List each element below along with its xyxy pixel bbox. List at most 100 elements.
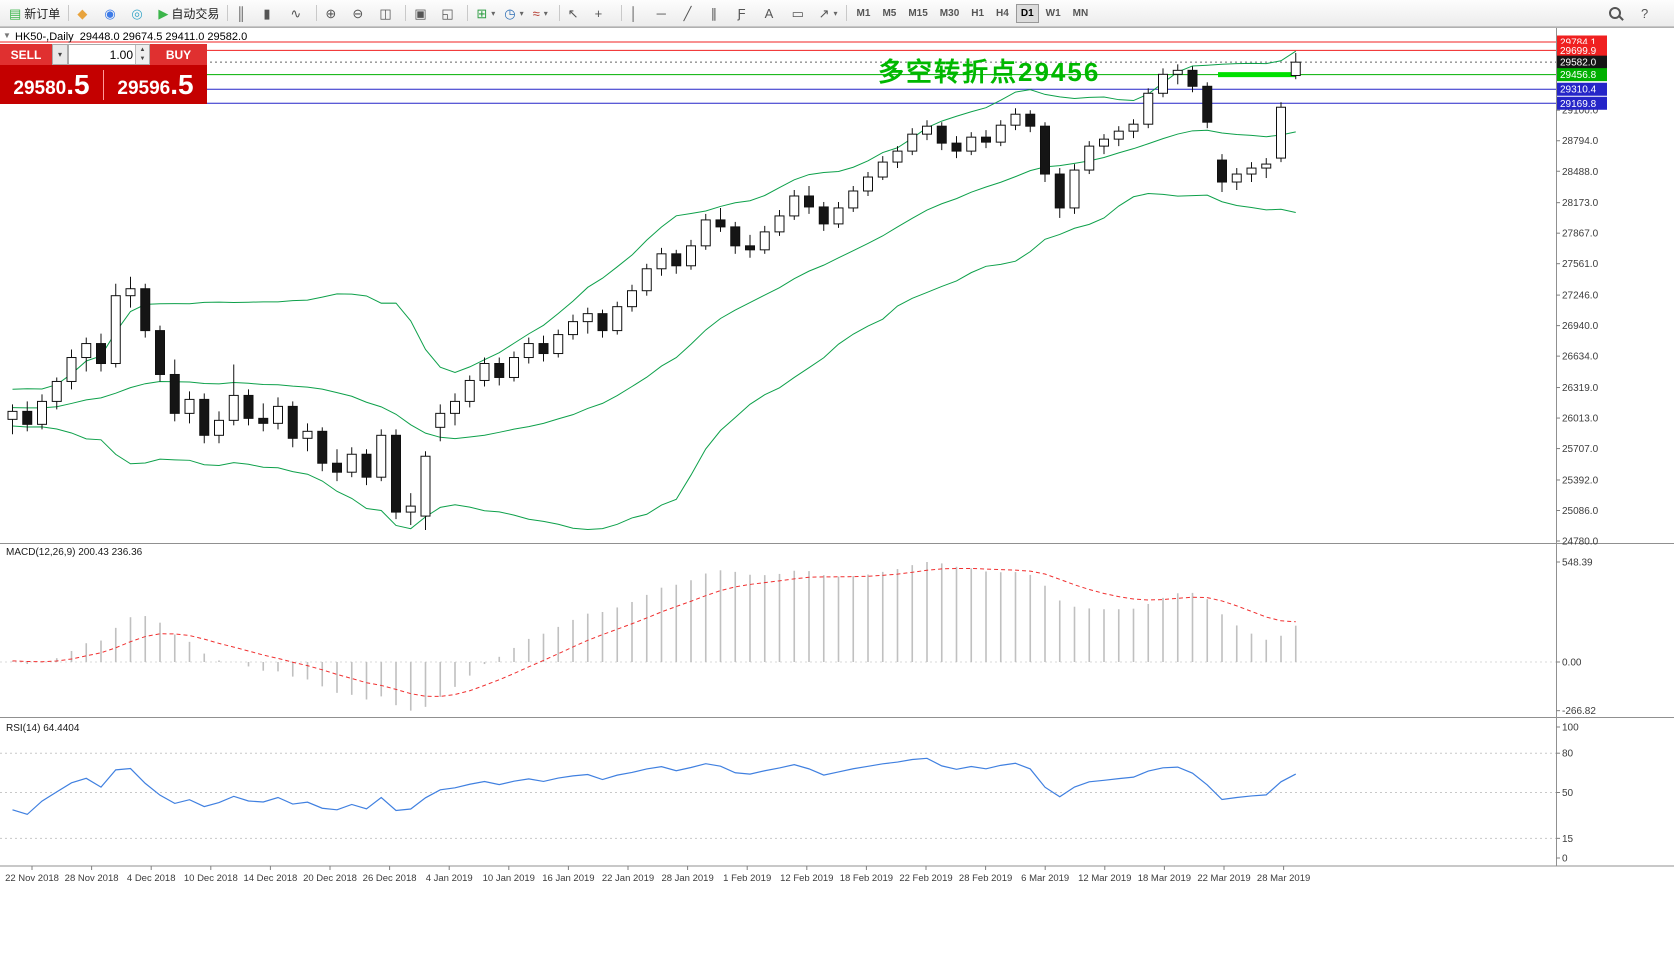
- arrows-button[interactable]: ↗ ▾: [815, 2, 842, 25]
- market-watch-icon: ◉: [104, 5, 116, 21]
- cascade-charts-button[interactable]: ◱: [437, 2, 463, 25]
- zoom-out-button[interactable]: ⊖: [348, 2, 374, 25]
- buy-price[interactable]: 29596 .5: [104, 69, 207, 101]
- svg-text:26634.0: 26634.0: [1562, 352, 1599, 363]
- svg-text:50: 50: [1562, 788, 1574, 799]
- new-chart-button[interactable]: ⊞ ▾: [472, 2, 499, 25]
- line-chart-button[interactable]: ∿: [286, 2, 312, 25]
- candles: [7, 52, 1301, 531]
- fibonacci-icon: Ƒ: [737, 5, 746, 21]
- text-button[interactable]: A: [761, 2, 787, 25]
- trendline-button[interactable]: ╱: [680, 2, 706, 25]
- volume-input[interactable]: [69, 45, 135, 64]
- candlestick-chart-button[interactable]: ▮: [259, 2, 285, 25]
- data-window-button[interactable]: ◎: [127, 2, 153, 25]
- svg-text:27246.0: 27246.0: [1562, 291, 1599, 302]
- main-chart[interactable]: 29100.0 28794.0 28488.0 28173.0 27867.0 27561…: [0, 0, 1674, 900]
- search-button[interactable]: [1605, 2, 1631, 25]
- auto-trading-icon: ▶: [158, 5, 169, 21]
- svg-text:14 Dec 2018: 14 Dec 2018: [243, 873, 297, 884]
- timeframe-m15[interactable]: M15: [908, 7, 928, 19]
- arrange-charts-button[interactable]: ▣: [410, 2, 436, 25]
- cursor-icon: ↖: [567, 5, 579, 21]
- new-chart-icon: ⊞: [476, 5, 488, 21]
- volume-down-icon[interactable]: ▼: [136, 54, 149, 64]
- svg-text:0: 0: [1562, 854, 1568, 865]
- timeframe-group: M1 M5 M15 M30 H1 H4 D1 W1 MN: [851, 3, 1095, 23]
- horizontal-line-icon: ─: [656, 5, 666, 21]
- market-watch-button[interactable]: ◉: [100, 2, 126, 25]
- text-label-icon: ▭: [791, 5, 804, 21]
- buy-button[interactable]: BUY: [150, 44, 207, 65]
- period-icon: ◷: [504, 5, 516, 21]
- svg-text:29100.0: 29100.0: [1562, 106, 1599, 117]
- price-axis: 29100.0 28794.0 28488.0 28173.0 27867.0 27561…: [1556, 35, 1607, 548]
- timeframe-w1[interactable]: W1: [1045, 7, 1061, 19]
- dropdown-arrow-icon[interactable]: ▾: [491, 8, 496, 18]
- timeframe-m5[interactable]: M5: [882, 7, 897, 19]
- timeframe-m1[interactable]: M1: [856, 7, 871, 19]
- svg-text:27561.0: 27561.0: [1562, 259, 1599, 270]
- tile-windows-button[interactable]: ◫: [375, 2, 401, 25]
- svg-text:12 Mar 2019: 12 Mar 2019: [1078, 873, 1131, 884]
- zoom-in-icon: ⊕: [325, 5, 337, 21]
- timeframe-mn[interactable]: MN: [1072, 7, 1089, 19]
- price-divider: [103, 69, 104, 100]
- channel-button[interactable]: ∥: [707, 2, 733, 25]
- zoom-in-button[interactable]: ⊕: [321, 2, 347, 25]
- crosshair-icon: +: [594, 5, 603, 21]
- dropdown-arrow-icon[interactable]: ▾: [543, 8, 548, 18]
- toolbar-separator: [405, 5, 407, 21]
- volume-up-icon[interactable]: ▲: [136, 45, 149, 55]
- timeframe-m30[interactable]: M30: [939, 7, 960, 19]
- svg-text:22 Feb 2019: 22 Feb 2019: [899, 873, 952, 884]
- toolbar-separator: [620, 5, 622, 21]
- indicators-icon: ≈: [532, 5, 540, 21]
- cursor-button[interactable]: ↖: [564, 2, 590, 25]
- channel-icon: ∥: [710, 5, 718, 21]
- sell-price[interactable]: 29580 .5: [0, 69, 103, 101]
- timeframe-h4[interactable]: H4: [996, 7, 1009, 19]
- macd-indicator-label: MACD(12,26,9) 200.43 236.36: [6, 547, 143, 558]
- horizontal-line-button[interactable]: ─: [653, 2, 679, 25]
- svg-text:1 Feb 2019: 1 Feb 2019: [723, 873, 771, 884]
- new-order-button[interactable]: ▤ 新订单: [5, 2, 64, 25]
- auto-trading-button[interactable]: ▶ 自动交易: [154, 2, 223, 25]
- help-button[interactable]: ?: [1637, 2, 1663, 25]
- fibonacci-button[interactable]: Ƒ: [734, 2, 760, 25]
- svg-text:10 Jan 2019: 10 Jan 2019: [483, 873, 535, 884]
- bar-chart-button[interactable]: ║: [232, 2, 258, 25]
- svg-text:28 Mar 2019: 28 Mar 2019: [1257, 873, 1310, 884]
- timeframe-d1[interactable]: D1: [1015, 3, 1039, 23]
- text-label-button[interactable]: ▭: [788, 2, 814, 25]
- svg-text:26013.0: 26013.0: [1562, 414, 1599, 425]
- quote-line: HK50-,Daily 29448.0 29674.5 29411.0 2958…: [15, 31, 248, 43]
- svg-text:18 Mar 2019: 18 Mar 2019: [1138, 873, 1191, 884]
- svg-text:0.00: 0.00: [1562, 658, 1582, 669]
- svg-text:26940.0: 26940.0: [1562, 321, 1599, 332]
- toolbar-separator: [227, 5, 229, 21]
- svg-text:28794.0: 28794.0: [1562, 136, 1599, 147]
- new-order-button-label: 新订单: [24, 6, 61, 21]
- svg-text:548.39: 548.39: [1562, 558, 1593, 569]
- toolbar-separator: [467, 5, 469, 21]
- crosshair-button[interactable]: +: [591, 2, 617, 25]
- dropdown-arrow-icon[interactable]: ▾: [519, 8, 524, 18]
- svg-text:80: 80: [1562, 749, 1574, 760]
- vertical-line-button[interactable]: │: [626, 2, 652, 25]
- volume-dropdown-button[interactable]: ▾: [52, 44, 68, 65]
- sell-button[interactable]: SELL: [0, 44, 52, 65]
- volume-spinner: ▲ ▼: [135, 45, 149, 64]
- svg-text:15: 15: [1562, 834, 1574, 845]
- metaeditor-button[interactable]: ◆: [73, 2, 99, 25]
- auto-trading-button-label: 自动交易: [171, 6, 220, 21]
- rsi-indicator-label: RSI(14) 64.4404: [6, 723, 80, 734]
- indicators-button[interactable]: ≈ ▾: [529, 2, 555, 25]
- svg-text:18 Feb 2019: 18 Feb 2019: [840, 873, 893, 884]
- one-click-trading-panel: SELL ▾ ▲ ▼ BUY 29580 .5 29596 .5: [0, 44, 207, 104]
- dropdown-arrow-icon[interactable]: ▾: [833, 8, 838, 18]
- one-click-collapse-icon[interactable]: ▼: [3, 31, 11, 40]
- period-button[interactable]: ◷ ▾: [500, 2, 527, 25]
- timeframe-h1[interactable]: H1: [971, 7, 985, 19]
